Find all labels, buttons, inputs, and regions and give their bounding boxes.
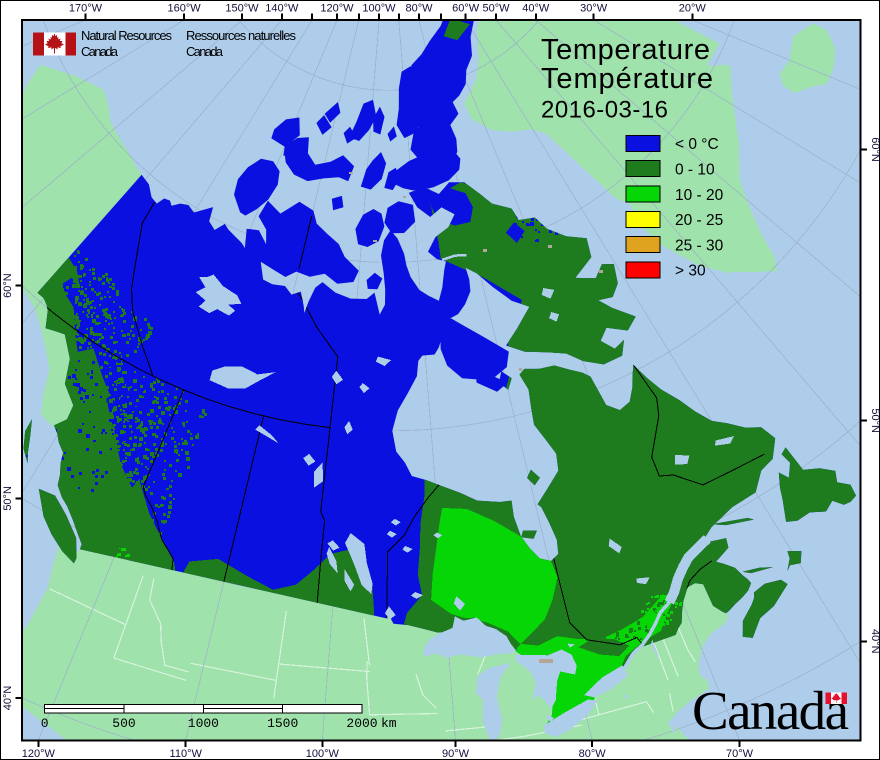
svg-text:Canada: Canada — [692, 680, 849, 741]
svg-text:0: 0 — [41, 716, 49, 731]
svg-text:30°W: 30°W — [580, 3, 608, 15]
svg-text:60°W: 60°W — [452, 3, 480, 15]
svg-text:20 - 25: 20 - 25 — [675, 212, 723, 229]
svg-text:km: km — [381, 716, 397, 731]
svg-text:50°N: 50°N — [2, 486, 14, 511]
svg-text:Natural Resources: Natural Resources — [81, 28, 173, 43]
svg-text:120°W: 120°W — [22, 748, 56, 760]
svg-text:500: 500 — [112, 716, 135, 731]
svg-text:2000: 2000 — [346, 716, 377, 731]
svg-text:> 30: > 30 — [675, 263, 706, 280]
svg-text:10 - 20: 10 - 20 — [675, 187, 724, 204]
svg-text:60°N: 60°N — [2, 273, 14, 298]
svg-text:170°W: 170°W — [69, 3, 103, 15]
svg-text:160°W: 160°W — [168, 3, 202, 15]
svg-text:40°W: 40°W — [522, 3, 550, 15]
svg-text:Température: Température — [541, 63, 713, 95]
svg-text:< 0 °C: < 0 °C — [675, 136, 719, 153]
svg-text:80°W: 80°W — [405, 3, 433, 15]
svg-text:140°W: 140°W — [265, 3, 299, 15]
svg-text:150°W: 150°W — [225, 3, 259, 15]
svg-text:60°N: 60°N — [869, 137, 880, 162]
svg-text:40°N: 40°N — [869, 629, 880, 654]
svg-text:100°W: 100°W — [362, 3, 396, 15]
svg-text:100°W: 100°W — [306, 748, 340, 760]
svg-text:90°W: 90°W — [442, 748, 470, 760]
svg-text:50°N: 50°N — [869, 408, 880, 433]
svg-text:40°N: 40°N — [2, 686, 14, 711]
svg-text:Ressources naturelles: Ressources naturelles — [186, 28, 297, 43]
svg-text:Canada: Canada — [81, 44, 119, 59]
svg-text:70°W: 70°W — [726, 748, 754, 760]
svg-text:80°W: 80°W — [579, 748, 607, 760]
svg-text:Temperature: Temperature — [541, 34, 710, 66]
svg-text:25 - 30: 25 - 30 — [675, 237, 724, 254]
svg-text:120°W: 120°W — [320, 3, 354, 15]
svg-text:1000: 1000 — [188, 716, 219, 731]
svg-text:2016-03-16: 2016-03-16 — [541, 97, 668, 124]
svg-text:1500: 1500 — [267, 716, 298, 731]
svg-text:0 - 10: 0 - 10 — [675, 162, 715, 179]
svg-text:110°W: 110°W — [170, 748, 203, 760]
svg-text:Canada: Canada — [186, 44, 224, 59]
svg-text:50°W: 50°W — [482, 3, 510, 15]
svg-text:20°W: 20°W — [679, 3, 707, 15]
